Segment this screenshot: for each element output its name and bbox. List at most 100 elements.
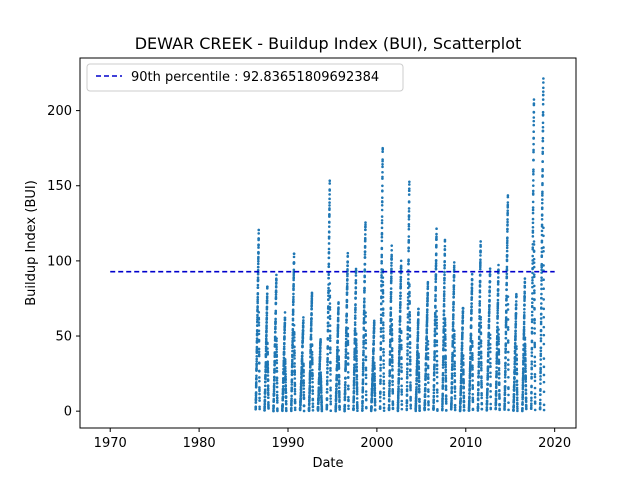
data-point bbox=[353, 329, 357, 332]
legend-box bbox=[86, 63, 404, 92]
data-point bbox=[337, 309, 340, 313]
data-point bbox=[336, 323, 340, 327]
data-point bbox=[507, 408, 510, 412]
data-point bbox=[417, 383, 421, 387]
data-point bbox=[451, 351, 454, 355]
data-point bbox=[293, 377, 297, 380]
data-point bbox=[310, 344, 314, 348]
data-point bbox=[443, 324, 447, 328]
data-point bbox=[542, 403, 546, 407]
data-point bbox=[444, 400, 448, 403]
data-point bbox=[319, 386, 323, 389]
data-point bbox=[364, 233, 367, 236]
data-point bbox=[478, 290, 482, 294]
data-point bbox=[272, 392, 276, 395]
data-point bbox=[275, 339, 278, 343]
data-point bbox=[444, 395, 448, 398]
data-point bbox=[471, 368, 474, 371]
data-point bbox=[292, 275, 296, 279]
data-point bbox=[468, 370, 472, 373]
data-point bbox=[338, 392, 341, 396]
data-point bbox=[352, 378, 356, 382]
data-point bbox=[325, 397, 329, 400]
data-point bbox=[362, 306, 366, 309]
data-point bbox=[398, 337, 401, 340]
data-point bbox=[399, 259, 403, 263]
data-point bbox=[263, 405, 267, 408]
data-point bbox=[452, 279, 456, 282]
data-point bbox=[391, 376, 394, 379]
data-point bbox=[347, 387, 350, 390]
data-point bbox=[542, 357, 546, 360]
data-point bbox=[414, 395, 418, 399]
data-point bbox=[512, 385, 516, 388]
data-point bbox=[496, 311, 499, 315]
data-point bbox=[480, 386, 483, 389]
data-point bbox=[532, 240, 536, 243]
data-point bbox=[478, 295, 482, 298]
data-point bbox=[532, 116, 536, 119]
data-point bbox=[522, 320, 526, 324]
data-point bbox=[381, 162, 384, 166]
data-point bbox=[388, 370, 392, 374]
data-point bbox=[539, 346, 543, 350]
data-point bbox=[470, 296, 474, 299]
data-point bbox=[364, 228, 367, 232]
data-point bbox=[434, 306, 437, 309]
data-point bbox=[478, 267, 482, 271]
data-point bbox=[409, 395, 412, 399]
data-point bbox=[283, 341, 286, 345]
data-point bbox=[257, 329, 261, 333]
data-point bbox=[453, 408, 457, 412]
data-point bbox=[462, 381, 465, 385]
data-point bbox=[477, 352, 481, 356]
data-point bbox=[533, 379, 537, 383]
data-point bbox=[310, 316, 313, 320]
data-point bbox=[352, 404, 355, 408]
data-point bbox=[272, 389, 276, 393]
data-point bbox=[318, 364, 322, 368]
data-point bbox=[274, 295, 278, 299]
data-point bbox=[335, 374, 339, 377]
data-point bbox=[256, 283, 260, 287]
data-point bbox=[362, 346, 365, 349]
data-point bbox=[363, 262, 367, 266]
data-point bbox=[387, 398, 391, 401]
data-point bbox=[346, 254, 350, 258]
data-point bbox=[450, 399, 453, 402]
data-point bbox=[291, 308, 295, 311]
data-point bbox=[532, 150, 535, 154]
data-point bbox=[373, 384, 377, 388]
data-point bbox=[497, 371, 501, 375]
data-point bbox=[530, 339, 534, 343]
data-point bbox=[523, 303, 526, 307]
data-point bbox=[406, 325, 410, 329]
data-point bbox=[409, 383, 412, 387]
data-point bbox=[442, 294, 446, 298]
data-point bbox=[479, 332, 483, 336]
data-point bbox=[399, 271, 403, 275]
data-point bbox=[282, 379, 285, 382]
data-point bbox=[407, 189, 411, 193]
data-point bbox=[444, 348, 447, 352]
data-point bbox=[542, 246, 545, 249]
data-point bbox=[479, 258, 482, 262]
data-point bbox=[379, 378, 382, 382]
data-point bbox=[506, 239, 509, 243]
data-point bbox=[290, 389, 293, 393]
data-point bbox=[284, 380, 287, 384]
data-point bbox=[476, 405, 480, 408]
data-point bbox=[514, 329, 517, 332]
data-point bbox=[505, 281, 508, 285]
data-point bbox=[408, 346, 412, 349]
data-point bbox=[496, 314, 499, 317]
data-point bbox=[524, 384, 528, 388]
data-point bbox=[380, 302, 383, 306]
data-point bbox=[293, 401, 297, 405]
data-point bbox=[533, 396, 537, 399]
data-point bbox=[480, 396, 484, 400]
data-point bbox=[476, 402, 480, 406]
data-point bbox=[283, 365, 287, 369]
data-point bbox=[530, 346, 534, 350]
data-point bbox=[328, 282, 332, 285]
